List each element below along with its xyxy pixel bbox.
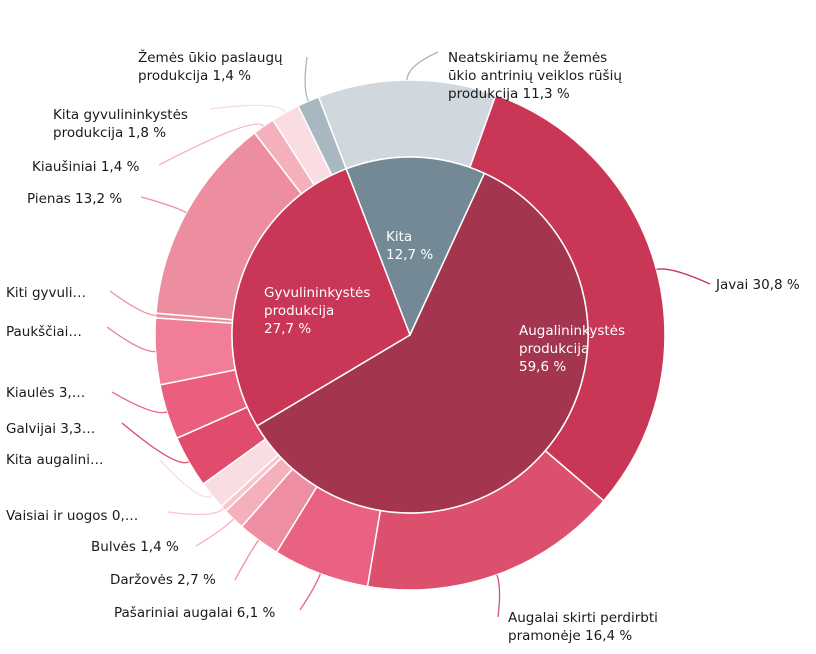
outer-label-kiaules: Kiaulės 3,… bbox=[6, 385, 85, 401]
connector-pauksciai bbox=[106, 326, 156, 353]
outer-label-pasariniai-augalai: Pašariniai augalai 6,1 % bbox=[114, 605, 276, 621]
outer-label-bulves: Bulvės 1,4 % bbox=[91, 539, 179, 555]
data-labels: Kita 12,7 % Augalininkystės produkcija 59,6 … bbox=[6, 48, 800, 644]
outer-label-pauksciai: Paukščiai… bbox=[6, 324, 82, 340]
connector-augalai-skirti-perdirbti-pramoneje bbox=[496, 574, 501, 618]
connector-darzoves bbox=[234, 539, 260, 581]
outer-label-javai: Javai 30,8 % bbox=[715, 277, 800, 293]
inner-label-augalininkystes-produkcija: Augalininkystės produkcija 59,6 % bbox=[519, 323, 625, 375]
inner-slice-kita[interactable] bbox=[345, 156, 486, 337]
outer-label-augalai-skirti-perdirbti-pramoneje: Augalai skirti perdirbti pramonėje 16,4 % bbox=[508, 610, 658, 644]
outer-label-darzoves: Daržovės 2,7 % bbox=[110, 572, 216, 588]
connector-kiti-gyvuliai bbox=[109, 290, 156, 317]
outer-label-zemes-ukio-paslaugu-produkcija: Žemės ūkio paslaugų produkcija 1,4 % bbox=[138, 48, 283, 84]
outer-label-kiausiniai: Kiaušiniai 1,4 % bbox=[32, 159, 140, 175]
outer-label-pienas: Pienas 13,2 % bbox=[27, 191, 122, 207]
connector-zemes-ukio-paslaugu-produkcija bbox=[304, 56, 309, 102]
connector-javai bbox=[656, 268, 711, 285]
outer-label-kita-augalininkystes: Kita augalini… bbox=[6, 452, 103, 468]
outer-label-neatskiriamu-ne-zemes-ukio-antriniu-veiklos-rusiu-produkcija: Neatskiriamų ne žemės ūkio antrinių veikl… bbox=[448, 50, 622, 102]
connector-bulves bbox=[195, 518, 234, 547]
inner-slice-augalininkystes-produkcija[interactable] bbox=[255, 172, 589, 514]
outer-label-kiti-gyvuliai: Kiti gyvuli… bbox=[6, 285, 86, 301]
outer-ring bbox=[154, 79, 666, 591]
inner-slice-gyvulininkystes-produkcija[interactable] bbox=[231, 167, 411, 427]
outer-label-kita-gyvulininkystes-produkcija: Kita gyvulininkystės produkcija 1,8 % bbox=[53, 107, 188, 141]
connector-kiausiniai bbox=[158, 123, 265, 166]
inner-label-kita: Kita 12,7 % bbox=[386, 229, 433, 263]
connector-vaisiai-ir-uogos bbox=[167, 508, 224, 516]
connector-kita-gyvulininkystes-produkcija bbox=[209, 104, 286, 113]
outer-label-vaisiai-ir-uogos: Vaisiai ir uogos 0,… bbox=[6, 508, 138, 524]
inner-label-gyvulininkystes-produkcija: Gyvulininkystės produkcija 27,7 % bbox=[264, 285, 370, 337]
inner-pie bbox=[231, 156, 589, 514]
connector-galvijai bbox=[121, 422, 190, 464]
outer-label-galvijai: Galvijai 3,3… bbox=[6, 421, 95, 437]
label-connectors bbox=[106, 51, 711, 618]
connector-kita-augalininkystes bbox=[159, 459, 213, 498]
connector-neatskiriamu-ne-zemes-ukio-antriniu-veiklos-rusiu-produkcija bbox=[406, 51, 439, 81]
connector-pienas bbox=[140, 196, 187, 214]
connector-pasariniai-augalai bbox=[299, 573, 321, 611]
connector-kiaules bbox=[111, 391, 168, 414]
